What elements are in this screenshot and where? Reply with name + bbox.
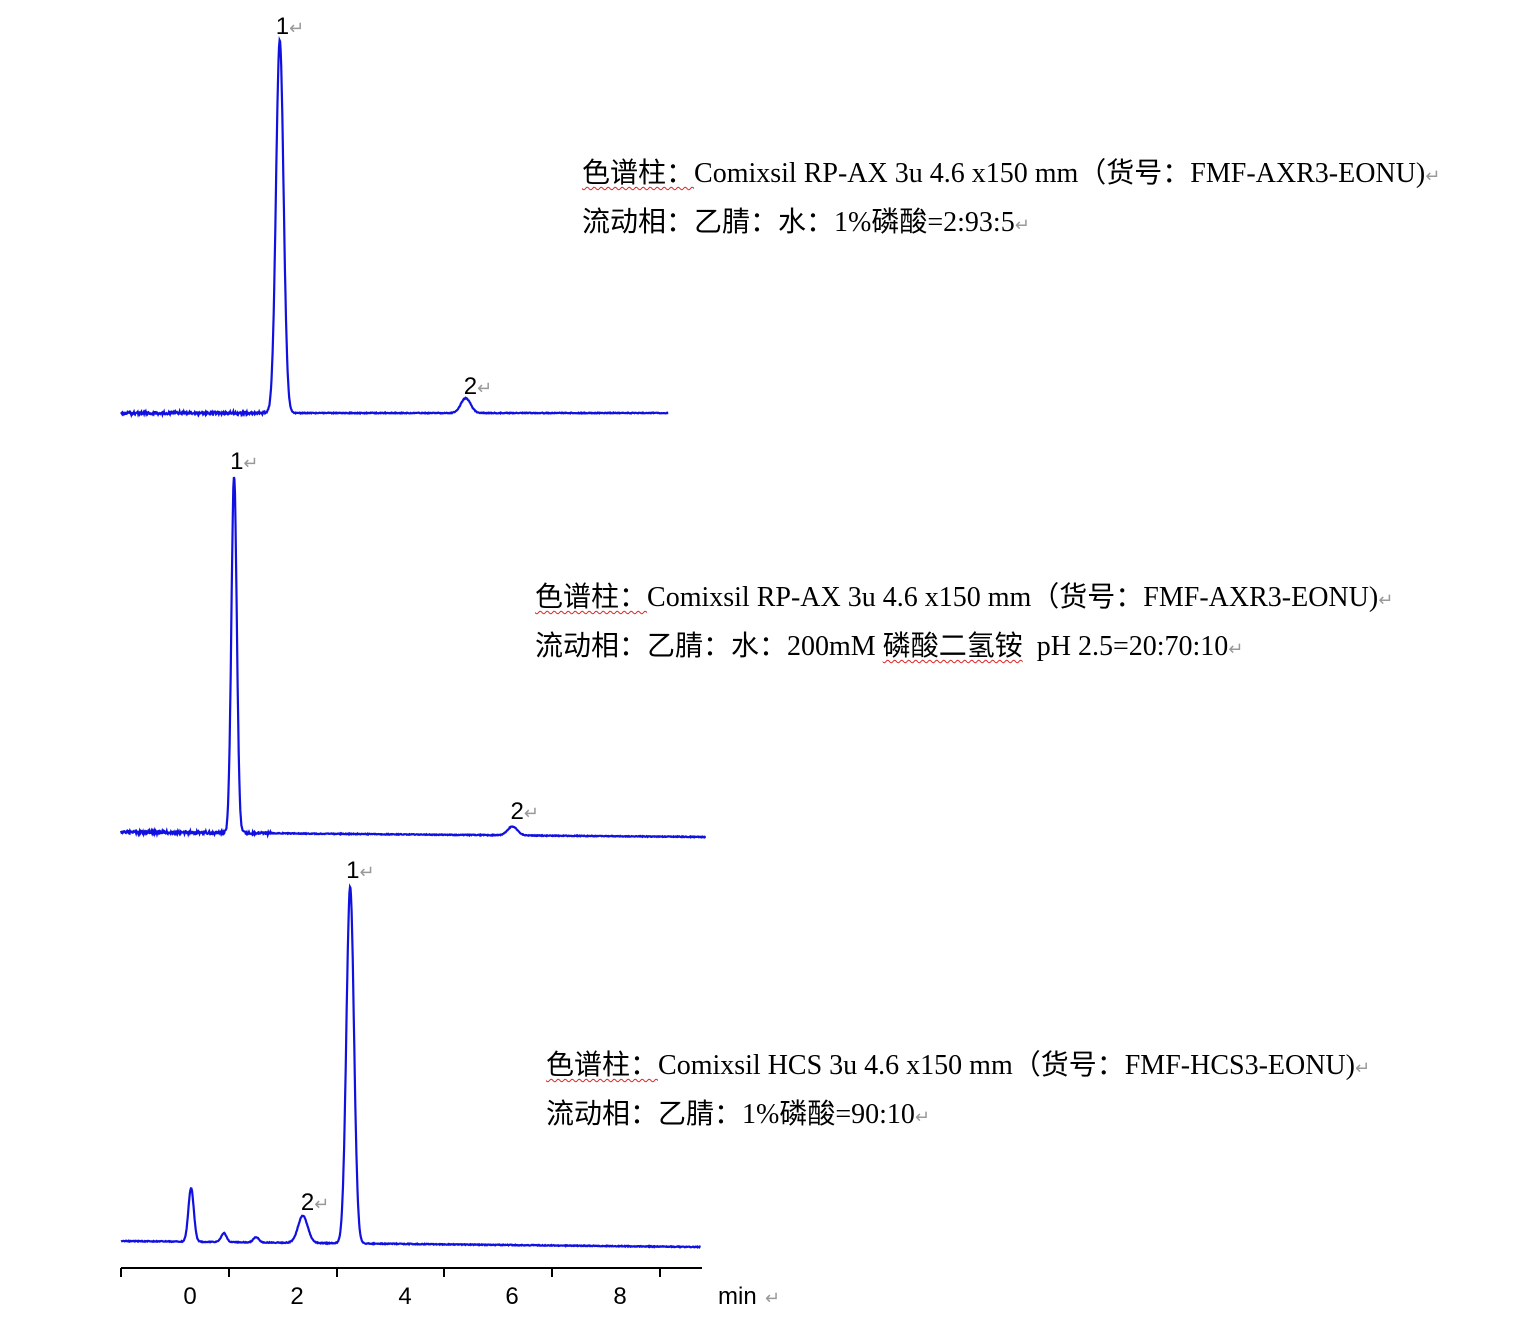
paragraph-mark: ↵ <box>1014 215 1030 236</box>
column-label: 色谱柱： <box>535 582 648 613</box>
mobile-phase: 流动相：乙腈：水：200mM 磷酸二氢铵 pH 2.5=20:70:10↵ <box>535 624 1393 673</box>
x-tick-label: 2 <box>290 1283 303 1310</box>
column-name: Comixsil RP-AX 3u 4.6 x150 mm（货号：FMF-AXR… <box>694 158 1426 189</box>
x-tick-label: 4 <box>398 1283 411 1310</box>
phase-label: 流动相： <box>535 631 648 662</box>
chromatogram-trace-3 <box>120 883 701 1249</box>
paragraph-mark: ↵ <box>765 1288 780 1308</box>
panel-3-conditions: 色谱柱：Comixsil HCS 3u 4.6 x150 mm（货号：FMF-H… <box>546 1043 1370 1141</box>
x-axis-label: min <box>718 1283 757 1310</box>
phase-ratio: pH 2.5=20:70:10 <box>1022 631 1229 662</box>
column-label: 色谱柱： <box>582 158 695 189</box>
paragraph-mark: ↵ <box>1378 590 1394 611</box>
column-name: Comixsil RP-AX 3u 4.6 x150 mm（货号：FMF-AXR… <box>647 582 1379 613</box>
peak-label: 2↵ <box>511 798 539 825</box>
x-tick-label: 0 <box>183 1283 196 1310</box>
mobile-phase: 流动相：乙腈：1%磷酸=90:10↵ <box>546 1092 1370 1141</box>
paragraph-mark: ↵ <box>1228 639 1244 660</box>
phase-reagent: 磷酸二氢铵 <box>882 631 1023 662</box>
panel-1-conditions: 色谱柱：Comixsil RP-AX 3u 4.6 x150 mm（货号：FMF… <box>582 151 1440 249</box>
phase-text: 乙腈：1%磷酸=90:10 <box>658 1099 915 1130</box>
phase-text: 乙腈：水：200mM <box>647 631 883 662</box>
column-name: Comixsil HCS 3u 4.6 x150 mm（货号：FMF-HCS3-… <box>658 1050 1355 1081</box>
phase-label: 流动相： <box>546 1099 659 1130</box>
column-info: 色谱柱：Comixsil HCS 3u 4.6 x150 mm（货号：FMF-H… <box>546 1043 1370 1092</box>
chromatogram-trace-1 <box>120 36 669 419</box>
column-label: 色谱柱： <box>546 1050 659 1081</box>
x-axis: 0 2 4 6 8 min ↵ <box>120 1267 780 1310</box>
mobile-phase: 流动相：乙腈：水：1%磷酸=2:93:5↵ <box>582 200 1440 249</box>
peak-label: 1↵ <box>276 13 304 40</box>
panel-2-conditions: 色谱柱：Comixsil RP-AX 3u 4.6 x150 mm（货号：FMF… <box>535 575 1393 673</box>
phase-label: 流动相： <box>582 207 695 238</box>
peak-label: 2↵ <box>464 373 492 400</box>
column-info: 色谱柱：Comixsil RP-AX 3u 4.6 x150 mm（货号：FMF… <box>582 151 1440 200</box>
x-tick-label: 8 <box>613 1283 626 1310</box>
paragraph-mark: ↵ <box>914 1107 931 1128</box>
column-info: 色谱柱：Comixsil RP-AX 3u 4.6 x150 mm（货号：FMF… <box>535 575 1393 624</box>
paragraph-mark: ↵ <box>1354 1058 1371 1079</box>
peak-label: 2↵ <box>301 1189 329 1216</box>
peak-label: 1↵ <box>230 448 258 475</box>
peak-label: 1↵ <box>346 857 374 884</box>
x-tick-label: 6 <box>505 1283 518 1310</box>
paragraph-mark: ↵ <box>1425 166 1441 187</box>
chromatogram-trace-2 <box>119 476 706 839</box>
phase-text: 乙腈：水：1%磷酸=2:93:5 <box>694 207 1015 238</box>
